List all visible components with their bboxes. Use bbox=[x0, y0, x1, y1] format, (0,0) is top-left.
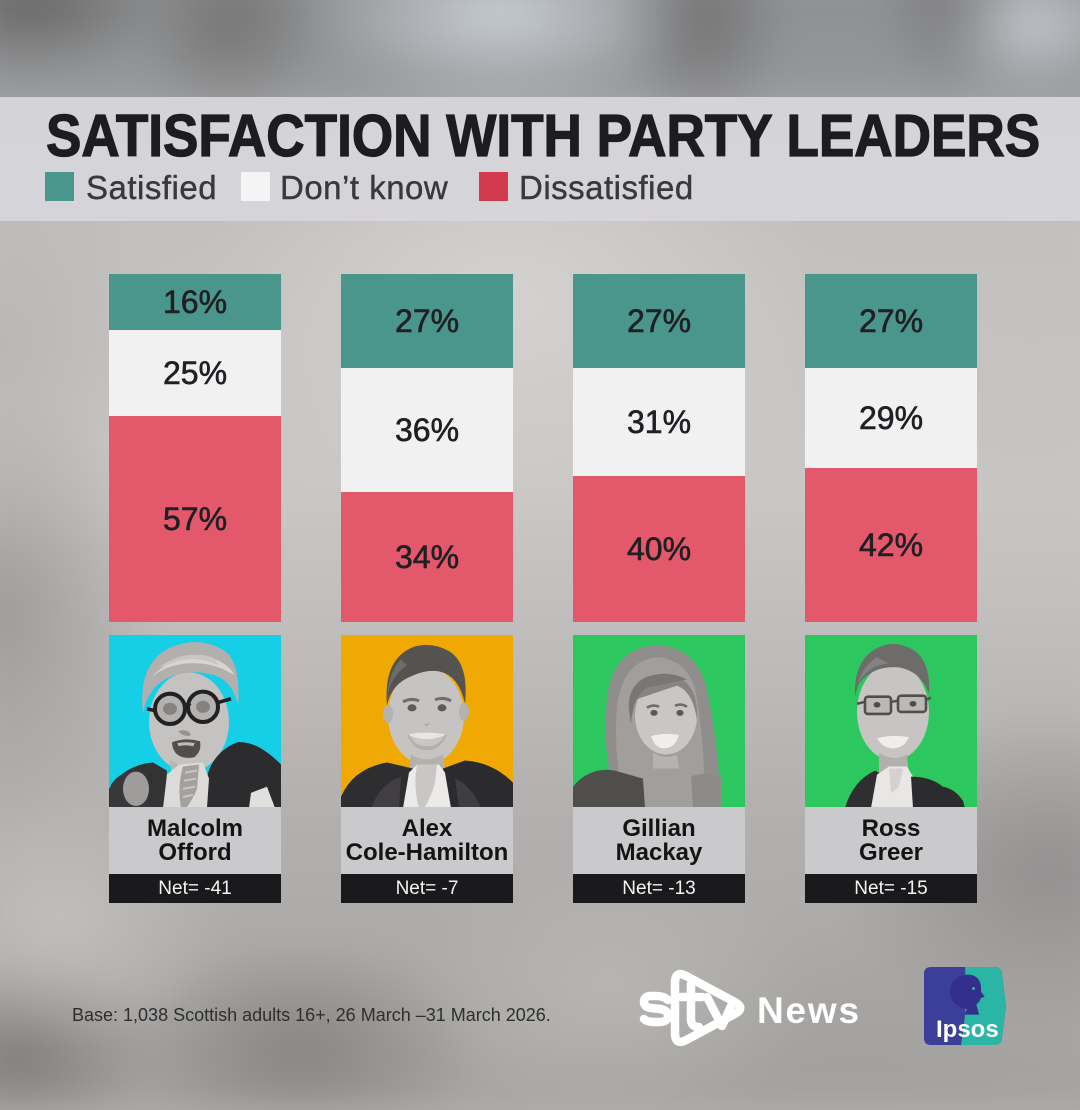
svg-text:News: News bbox=[757, 990, 861, 1031]
svg-text:Ipsos: Ipsos bbox=[936, 1016, 999, 1043]
